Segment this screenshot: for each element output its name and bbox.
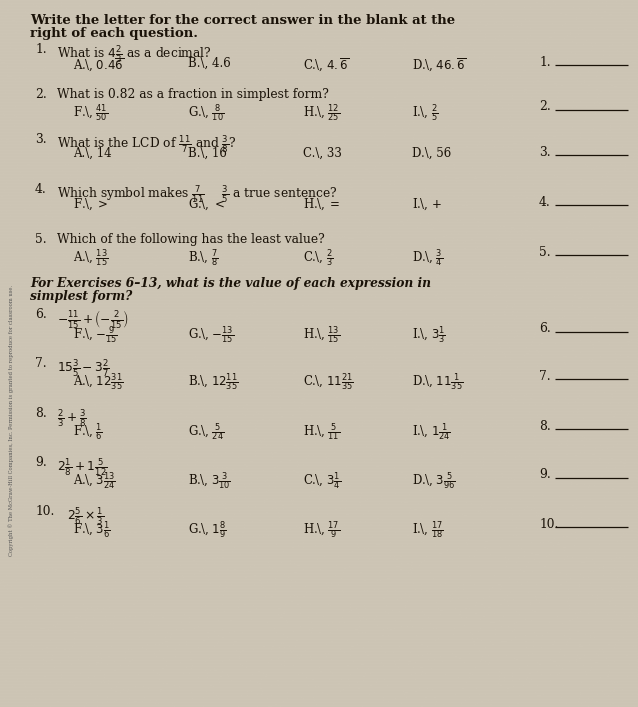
Text: A.\, 14: A.\, 14 <box>73 147 112 160</box>
Text: H.\, $\frac{13}{15}$: H.\, $\frac{13}{15}$ <box>303 324 340 346</box>
Text: D.\, $3\frac{5}{96}$: D.\, $3\frac{5}{96}$ <box>412 470 456 491</box>
Text: What is 0.82 as a fraction in simplest form?: What is 0.82 as a fraction in simplest f… <box>57 88 329 101</box>
Text: 6.: 6. <box>539 322 551 336</box>
Text: C.\, $3\frac{1}{4}$: C.\, $3\frac{1}{4}$ <box>303 470 341 491</box>
Text: A.\, $3\frac{13}{24}$: A.\, $3\frac{13}{24}$ <box>73 470 116 491</box>
Text: C.\, $4.\overline{6}$: C.\, $4.\overline{6}$ <box>303 57 350 74</box>
Text: What is the LCD of $\frac{11}{7}$ and $\frac{3}{8}$?: What is the LCD of $\frac{11}{7}$ and $\… <box>57 133 237 155</box>
Text: 8.: 8. <box>35 407 47 420</box>
Text: G.\, $\frac{5}{24}$: G.\, $\frac{5}{24}$ <box>188 421 225 443</box>
Text: H.\, $\frac{5}{11}$: H.\, $\frac{5}{11}$ <box>303 421 340 443</box>
Text: $\frac{2}{3} + \frac{3}{8}$: $\frac{2}{3} + \frac{3}{8}$ <box>57 407 87 429</box>
Text: 10.: 10. <box>539 518 558 530</box>
Text: $15\frac{3}{5} - 3\frac{2}{7}$: $15\frac{3}{5} - 3\frac{2}{7}$ <box>57 357 110 379</box>
Text: H.\, $\frac{17}{9}$: H.\, $\frac{17}{9}$ <box>303 519 340 541</box>
Text: $2\frac{5}{6} \times \frac{1}{3}$: $2\frac{5}{6} \times \frac{1}{3}$ <box>68 505 105 527</box>
Text: 4.: 4. <box>539 196 551 209</box>
Text: Which of the following has the least value?: Which of the following has the least val… <box>57 233 325 246</box>
Text: D.\, $\frac{3}{4}$: D.\, $\frac{3}{4}$ <box>412 247 443 269</box>
Text: C.\, 33: C.\, 33 <box>303 147 342 160</box>
Text: B.\, $\frac{7}{8}$: B.\, $\frac{7}{8}$ <box>188 247 218 269</box>
Text: C.\, $\frac{2}{3}$: C.\, $\frac{2}{3}$ <box>303 247 334 269</box>
Text: I.\, $3\frac{1}{3}$: I.\, $3\frac{1}{3}$ <box>412 324 445 346</box>
Text: I.\, $1\frac{1}{24}$: I.\, $1\frac{1}{24}$ <box>412 421 450 443</box>
Text: 3.: 3. <box>35 133 47 146</box>
Text: D.\, 56: D.\, 56 <box>412 147 451 160</box>
Text: I.\, $\frac{17}{18}$: I.\, $\frac{17}{18}$ <box>412 519 443 541</box>
Text: G.\, $-\frac{13}{15}$: G.\, $-\frac{13}{15}$ <box>188 324 234 346</box>
Text: B.\, 4.6: B.\, 4.6 <box>188 57 231 70</box>
Text: 6.: 6. <box>35 308 47 321</box>
Text: $2\frac{1}{8} + 1\frac{5}{12}$: $2\frac{1}{8} + 1\frac{5}{12}$ <box>57 456 108 478</box>
Text: B.\, 16: B.\, 16 <box>188 147 227 160</box>
Text: F.\, $>$: F.\, $>$ <box>73 197 109 213</box>
Text: G.\, $1\frac{8}{9}$: G.\, $1\frac{8}{9}$ <box>188 519 226 541</box>
Text: What is $4\frac{2}{3}$ as a decimal?: What is $4\frac{2}{3}$ as a decimal? <box>57 43 212 65</box>
Text: 7.: 7. <box>35 357 47 370</box>
Text: 3.: 3. <box>539 146 551 158</box>
Text: F.\, $\frac{41}{50}$: F.\, $\frac{41}{50}$ <box>73 102 108 124</box>
Text: 4.: 4. <box>35 183 47 196</box>
Text: 7.: 7. <box>539 370 551 382</box>
Text: Which symbol makes $\frac{7}{11}$ $\;\;\;$ $\frac{3}{5}$ a true sentence?: Which symbol makes $\frac{7}{11}$ $\;\;\… <box>57 183 338 205</box>
Text: H.\, $=$: H.\, $=$ <box>303 197 341 213</box>
Text: 5.: 5. <box>35 233 47 246</box>
Text: G.\, $\frac{8}{10}$: G.\, $\frac{8}{10}$ <box>188 102 225 124</box>
Text: 2.: 2. <box>35 88 47 101</box>
Text: 9.: 9. <box>539 469 551 481</box>
Text: 1.: 1. <box>35 43 47 56</box>
Text: A.\, $\frac{13}{15}$: A.\, $\frac{13}{15}$ <box>73 247 109 269</box>
Text: F.\, $\frac{1}{6}$: F.\, $\frac{1}{6}$ <box>73 421 103 443</box>
Text: F.\, $-\frac{9}{15}$: F.\, $-\frac{9}{15}$ <box>73 324 118 346</box>
Text: G.\, $<$: G.\, $<$ <box>188 197 225 213</box>
Text: B.\, $3\frac{3}{10}$: B.\, $3\frac{3}{10}$ <box>188 470 231 491</box>
Text: $-\frac{11}{15} + \left(-\frac{2}{15}\right)$: $-\frac{11}{15} + \left(-\frac{2}{15}\ri… <box>57 308 130 330</box>
Text: A.\, $12\frac{31}{35}$: A.\, $12\frac{31}{35}$ <box>73 371 124 392</box>
Text: 2.: 2. <box>539 100 551 114</box>
Text: right of each question.: right of each question. <box>30 27 198 40</box>
Text: Copyright © The McGraw-Hill Companies, Inc. Permission is granted to reproduce f: Copyright © The McGraw-Hill Companies, I… <box>8 284 13 556</box>
Text: B.\, $12\frac{11}{35}$: B.\, $12\frac{11}{35}$ <box>188 371 239 392</box>
Text: C.\, $11\frac{21}{35}$: C.\, $11\frac{21}{35}$ <box>303 371 354 392</box>
Text: 9.: 9. <box>35 456 47 469</box>
Text: 1.: 1. <box>539 56 551 69</box>
Text: I.\, $+$: I.\, $+$ <box>412 197 441 213</box>
Text: simplest form?: simplest form? <box>30 290 132 303</box>
Text: H.\, $\frac{12}{25}$: H.\, $\frac{12}{25}$ <box>303 102 340 124</box>
Text: 5.: 5. <box>539 245 551 259</box>
Text: F.\, $3\frac{1}{6}$: F.\, $3\frac{1}{6}$ <box>73 519 110 541</box>
Text: 10.: 10. <box>35 505 54 518</box>
Text: 8.: 8. <box>539 419 551 433</box>
Text: D.\, $46.\overline{6}$: D.\, $46.\overline{6}$ <box>412 57 466 74</box>
Text: For Exercises 6–13, what is the value of each expression in: For Exercises 6–13, what is the value of… <box>30 277 431 290</box>
Text: A.\, $0.4\overline{6}$: A.\, $0.4\overline{6}$ <box>73 57 124 74</box>
Text: Write the letter for the correct answer in the blank at the: Write the letter for the correct answer … <box>30 14 455 27</box>
Text: D.\, $11\frac{1}{35}$: D.\, $11\frac{1}{35}$ <box>412 371 463 392</box>
Text: I.\, $\frac{2}{5}$: I.\, $\frac{2}{5}$ <box>412 102 438 124</box>
